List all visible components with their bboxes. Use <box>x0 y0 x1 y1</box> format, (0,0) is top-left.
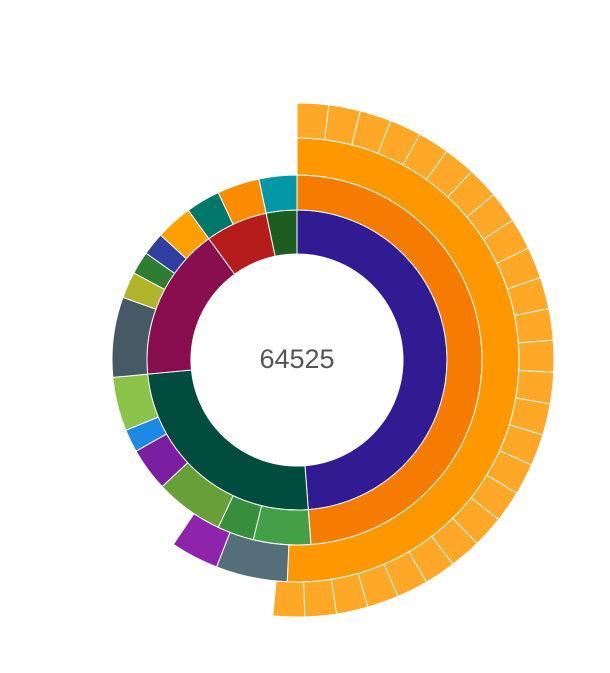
segment-divider-l4-17 <box>486 474 518 494</box>
segment-divider-l4-8 <box>483 219 513 240</box>
segment-divider-l4-7 <box>466 194 494 218</box>
segment-divider-l4-5 <box>425 150 448 180</box>
sunburst-segment-l2-forest-b[interactable] <box>258 174 298 214</box>
center-value-label: 64525 <box>259 344 334 374</box>
segment-divider-l4-21 <box>408 551 427 583</box>
sunburst-arcs <box>111 102 555 618</box>
segment-divider-l4-18 <box>470 497 499 520</box>
segment-divider-l4-23 <box>357 573 369 608</box>
segment-divider-l4-11 <box>514 308 549 316</box>
segment-divider-l4-3 <box>377 120 392 154</box>
segment-divider-l4-25 <box>303 581 306 617</box>
segment-divider-l4-6 <box>447 171 472 198</box>
segment-divider-l4-9 <box>496 247 529 264</box>
sunburst-segment-l2-green-a[interactable] <box>252 505 312 546</box>
segment-divider-l4-22 <box>383 563 399 597</box>
segment-divider-l4-12 <box>518 339 554 344</box>
segment-divider-l4-19 <box>452 517 478 544</box>
segment-divider-l4-16 <box>499 450 532 466</box>
segment-divider-l4-14 <box>515 397 551 405</box>
segment-divider-l4-2 <box>351 110 361 145</box>
segment-divider-l4-13 <box>518 369 554 373</box>
sunburst-segment-l3-purple-outer[interactable] <box>172 512 231 568</box>
segment-divider-l4-4 <box>402 133 421 166</box>
segment-divider-l4-20 <box>431 536 454 565</box>
segment-divider-l4-24 <box>330 579 338 615</box>
sunburst-segment-l4-orange[interactable] <box>272 102 555 618</box>
segment-divider-l4-15 <box>509 424 543 436</box>
segment-divider-l4-10 <box>507 277 541 290</box>
segment-divider-l4-1 <box>324 104 330 140</box>
